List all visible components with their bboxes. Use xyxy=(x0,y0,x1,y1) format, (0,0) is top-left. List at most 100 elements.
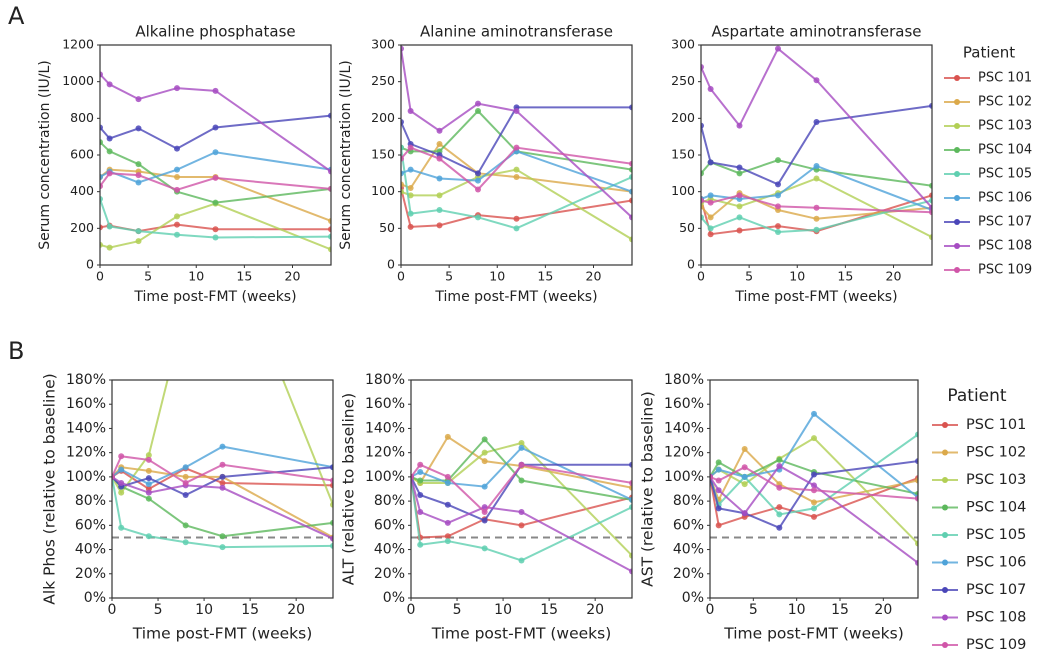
axes-frame xyxy=(410,379,633,599)
legend-label: PSC 109 xyxy=(966,637,1026,653)
data-point xyxy=(112,473,115,480)
y-tick-label: 150 xyxy=(371,147,395,162)
data-point xyxy=(518,444,525,451)
data-point xyxy=(417,492,424,499)
y-tick-label: 100% xyxy=(66,469,106,485)
data-point xyxy=(106,148,113,155)
legend-label: PSC 107 xyxy=(966,582,1026,598)
legend-marker xyxy=(942,614,948,621)
y-tick-label: 140% xyxy=(664,420,704,436)
y-tick-label: 0% xyxy=(682,590,704,606)
data-point xyxy=(444,501,451,508)
data-point xyxy=(707,231,714,238)
series-line xyxy=(401,106,632,175)
legend-marker xyxy=(954,123,960,129)
data-point xyxy=(106,135,113,142)
data-point xyxy=(813,77,820,84)
legend-marker xyxy=(942,449,948,456)
data-point xyxy=(100,174,103,180)
data-point xyxy=(411,473,414,480)
data-point xyxy=(145,452,152,459)
data-point xyxy=(182,522,189,529)
y-tick-label: 0 xyxy=(86,257,94,272)
legend-label: PSC 102 xyxy=(966,445,1026,461)
data-point xyxy=(813,163,820,169)
data-point xyxy=(513,215,520,222)
data-point xyxy=(776,524,783,531)
data-point xyxy=(736,192,743,199)
data-point xyxy=(736,214,743,221)
y-tick-label: 20% xyxy=(75,566,106,582)
data-point xyxy=(100,124,103,131)
y-tick-label: 140% xyxy=(365,420,405,436)
legend-marker xyxy=(954,219,960,225)
data-point xyxy=(518,461,525,468)
data-point xyxy=(328,218,331,224)
legend-label: PSC 103 xyxy=(978,119,1032,134)
data-point xyxy=(929,192,932,199)
data-point xyxy=(106,223,113,230)
series-line xyxy=(710,476,918,527)
series-line xyxy=(411,463,632,522)
data-point xyxy=(417,509,424,516)
series-line xyxy=(100,114,331,150)
data-point xyxy=(741,446,748,453)
chart-title: Alkaline phosphatase xyxy=(135,23,295,41)
legend-label: PSC 104 xyxy=(966,500,1026,516)
data-point xyxy=(736,122,743,129)
data-point xyxy=(736,170,743,177)
series-line xyxy=(401,109,632,171)
y-tick-label: 120% xyxy=(66,445,106,461)
data-point xyxy=(118,479,125,486)
data-point xyxy=(118,524,125,531)
data-point xyxy=(915,477,918,484)
data-point xyxy=(475,214,481,221)
data-point xyxy=(481,517,488,524)
x-tick-label: 0 xyxy=(108,602,117,618)
data-point xyxy=(775,203,781,210)
y-tick-label: 120% xyxy=(664,445,704,461)
data-point xyxy=(330,542,333,549)
data-point xyxy=(407,108,414,114)
data-point xyxy=(715,466,722,473)
data-point xyxy=(330,464,333,471)
data-point xyxy=(444,519,451,526)
data-point xyxy=(118,466,125,473)
legend-marker xyxy=(942,477,948,483)
data-point xyxy=(707,225,714,232)
data-point xyxy=(219,484,226,491)
data-point xyxy=(629,236,632,243)
data-point xyxy=(145,495,152,502)
x-tick-label: 15 xyxy=(540,602,558,618)
data-point xyxy=(100,224,103,231)
data-point xyxy=(736,203,743,210)
data-point xyxy=(813,226,820,233)
data-point xyxy=(436,155,443,162)
legend-marker xyxy=(942,642,948,648)
legend-marker xyxy=(954,243,960,249)
series-line xyxy=(710,460,918,530)
axes-frame xyxy=(99,44,332,266)
series-line xyxy=(112,476,333,549)
legend-marker xyxy=(954,195,960,201)
x-axis-label: Time post-FMT (weeks) xyxy=(723,625,904,643)
data-point xyxy=(929,102,932,109)
y-tick-label: 60% xyxy=(673,517,704,533)
data-point xyxy=(813,119,820,125)
data-point xyxy=(174,221,180,228)
data-point xyxy=(330,519,333,526)
plot-area xyxy=(710,410,918,566)
data-point xyxy=(401,181,404,188)
legend-label: PSC 109 xyxy=(978,263,1032,278)
series-line xyxy=(112,455,333,485)
y-tick-label: 20% xyxy=(673,566,704,582)
y-tick-label: 60% xyxy=(75,517,106,533)
data-point xyxy=(475,100,481,107)
data-point xyxy=(475,186,481,193)
data-point xyxy=(775,45,781,52)
x-axis-label: Time post-FMT (weeks) xyxy=(431,625,612,643)
y-tick-label: 160% xyxy=(365,396,405,412)
y-tick-label: 180% xyxy=(664,372,704,388)
data-point xyxy=(183,304,189,310)
data-point xyxy=(701,214,704,221)
